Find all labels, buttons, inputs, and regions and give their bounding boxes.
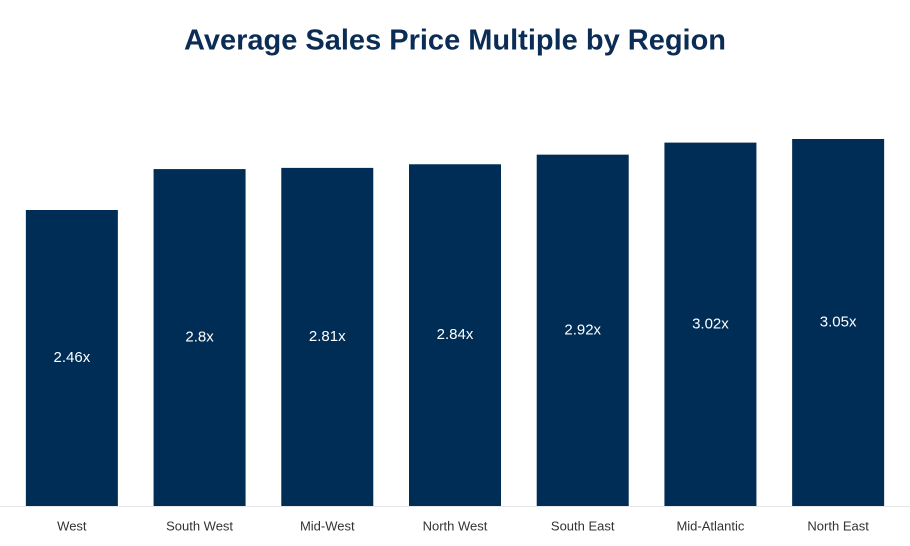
x-tick-label: Mid-West (300, 518, 355, 533)
bar (409, 164, 501, 506)
bar (25, 209, 118, 506)
value-label: 2.46x (54, 349, 91, 366)
value-label: 2.81x (309, 328, 346, 345)
x-tick-label: North East (807, 518, 869, 533)
bar (792, 139, 885, 506)
bar (153, 169, 246, 506)
value-label: 2.92x (564, 321, 601, 338)
bar (281, 167, 374, 506)
x-tick-label: Mid-Atlantic (676, 518, 744, 533)
bar (664, 142, 757, 506)
value-label: 3.05x (820, 313, 857, 330)
value-label: 2.84x (437, 326, 474, 343)
x-tick-label: North West (423, 518, 488, 533)
x-tick-label: South West (166, 518, 233, 533)
chart-title: Average Sales Price Multiple by Region (184, 25, 726, 57)
bar (536, 154, 629, 506)
value-label: 3.02x (692, 315, 729, 332)
value-label: 2.8x (185, 329, 214, 346)
x-tick-label: South East (551, 518, 615, 533)
x-tick-label: West (57, 518, 87, 533)
